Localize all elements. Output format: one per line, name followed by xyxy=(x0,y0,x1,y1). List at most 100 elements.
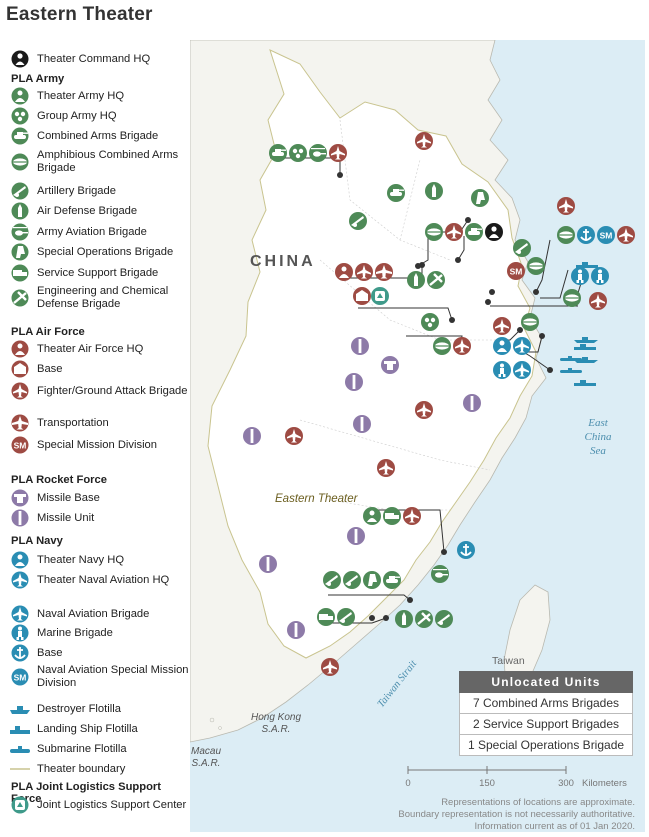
missile-unit-icon xyxy=(11,509,29,527)
map-note: Representations of locations are approxi… xyxy=(441,797,635,808)
map-unit-missile-icon xyxy=(463,394,481,412)
unlocated-unit-item: 7 Combined Arms Brigades xyxy=(459,693,633,714)
marine-icon xyxy=(11,624,29,642)
sea-label-line-2: China xyxy=(585,431,612,443)
naval-aviation-hq-icon xyxy=(11,571,29,589)
map-unit-plane-icon xyxy=(493,317,511,335)
command-hq-icon xyxy=(11,50,29,68)
legend-label: Artillery Brigade xyxy=(37,184,116,197)
group-army-hq-icon xyxy=(11,107,29,125)
map-unit-plane-icon xyxy=(355,263,373,281)
legend-command-hq: Theater Command HQ xyxy=(9,50,189,68)
legend-label: Special Operations Brigade xyxy=(37,245,174,258)
legend-item-air-defense: Air Defense Brigade xyxy=(9,202,189,220)
legend-label: Theater boundary xyxy=(37,762,126,775)
special-ops-icon xyxy=(11,243,29,261)
legend-label: Landing Ship Flotilla xyxy=(37,722,138,735)
legend-label: Fighter/Ground Attack Brigade xyxy=(37,384,188,397)
scale-unit: Kilometers xyxy=(582,778,627,789)
map-unit-specops-icon xyxy=(363,571,381,589)
map-unit-missile-icon xyxy=(347,527,365,545)
legend-item-naval-aviation-hq: Theater Naval Aviation HQ xyxy=(9,571,189,589)
province-boundaries xyxy=(299,119,510,511)
landing-ship-marker xyxy=(574,380,596,386)
map-unit-plane-icon xyxy=(557,197,575,215)
scale-tick-300: 300 xyxy=(558,778,574,789)
legend-item-marine: Marine Brigade xyxy=(9,624,189,642)
map-unit-tank-icon xyxy=(383,571,401,589)
engineering-icon xyxy=(11,289,29,307)
map-unit-plane-icon xyxy=(617,226,635,244)
map-unit-navalav-icon xyxy=(513,361,531,379)
legend-label: Submarine Flotilla xyxy=(37,742,127,755)
transport-plane-icon xyxy=(11,414,29,432)
map-unit-amphib-icon xyxy=(557,226,575,244)
landing-ship-icon xyxy=(10,726,30,734)
legend-label: Transportation xyxy=(37,416,109,429)
legend-item-group-army-hq: Group Army HQ xyxy=(9,107,189,125)
map-unit-plane-icon xyxy=(377,459,395,477)
legend-item-destroyer: Destroyer Flotilla xyxy=(9,700,189,718)
map-unit-heli-icon xyxy=(309,144,327,162)
naval-flotilla-symbols xyxy=(560,262,598,386)
map-unit-missile-icon xyxy=(259,555,277,573)
map-unit-missilebase-icon xyxy=(381,356,399,374)
map-unit-amphib-icon xyxy=(433,337,451,355)
map-unit-armyhq-icon xyxy=(363,507,381,525)
macau-label-line-2: S.A.R. xyxy=(192,758,221,769)
map-note: Boundary representation is not necessari… xyxy=(398,809,635,820)
legend-item-transport-plane: Transportation xyxy=(9,414,189,432)
theater-navy-hq-icon xyxy=(11,551,29,569)
map-unit-plane-icon xyxy=(589,292,607,310)
submarine-icon xyxy=(10,746,30,753)
map-unit-plane-icon xyxy=(415,401,433,419)
map-unit-artillery-icon xyxy=(337,608,355,626)
scale-tick-0: 0 xyxy=(405,778,410,789)
legend-label: Service Support Brigade xyxy=(37,266,159,279)
legend-item-fighter-jet: Fighter/Ground Attack Brigade xyxy=(9,382,189,400)
legend-label: Amphibious Combined Arms Brigade xyxy=(37,149,179,174)
legend-heading-air-force: PLA Air Force xyxy=(11,326,85,338)
eastern-theater-map: CHINA Eastern Theater East China Sea Tai… xyxy=(190,40,645,832)
legend-item-amphibious-tank: Amphibious Combined Arms Brigade xyxy=(9,149,189,175)
legend-label: Air Defense Brigade xyxy=(37,204,138,217)
sea-label-line-3: Sea xyxy=(590,445,606,457)
map-unit-sm-icon: SM xyxy=(597,226,615,244)
logistics-center-icon xyxy=(11,796,29,814)
map-unit-navalav-icon xyxy=(513,337,531,355)
tank-icon xyxy=(11,127,29,145)
map-legend: Theater Command HQ PLA Army PLA Air Forc… xyxy=(3,40,191,832)
map-unit-heli-icon xyxy=(431,565,449,583)
unlocated-unit-item: 2 Service Support Brigades xyxy=(459,714,633,735)
legend-heading-navy: PLA Navy xyxy=(11,535,63,547)
landing-ship-marker xyxy=(574,344,596,350)
legend-label: Base xyxy=(37,362,63,375)
map-unit-artillery-icon xyxy=(435,610,453,628)
map-unit-truck-icon xyxy=(383,507,401,525)
map-unit-marine-icon xyxy=(591,267,609,285)
map-unit-anchor-icon xyxy=(457,541,475,559)
map-unit-marine-icon xyxy=(571,267,589,285)
legend-item-theater-air-force-hq: Theater Air Force HQ xyxy=(9,340,189,358)
legend-item-naval-aviation: Naval Aviation Brigade xyxy=(9,605,189,623)
legend-item-missile-unit: Missile Unit xyxy=(9,509,189,527)
map-unit-plane-icon xyxy=(415,132,433,150)
destroyer-marker xyxy=(574,357,598,363)
map-unit-grouphq-icon xyxy=(421,313,439,331)
map-unit-marine-icon xyxy=(493,361,511,379)
map-unit-missile-icon xyxy=(351,337,369,355)
map-unit-amphib-icon xyxy=(521,313,539,331)
legend-label: Theater Naval Aviation HQ xyxy=(37,573,170,586)
hongkong-label-line-1: Hong Kong xyxy=(251,712,301,723)
legend-item-theater-army-hq: Theater Army HQ xyxy=(9,87,189,105)
page-title: Eastern Theater xyxy=(6,4,153,25)
scale-tick-150: 150 xyxy=(479,778,495,789)
map-unit-artillery-icon xyxy=(513,239,531,257)
map-unit-plane-icon xyxy=(329,144,347,162)
map-unit-amphib-icon xyxy=(563,289,581,307)
map-unit-navyhq-icon xyxy=(493,337,511,355)
legend-heading-army: PLA Army xyxy=(11,73,65,85)
legend-label: Marine Brigade xyxy=(37,626,113,639)
sm-icon: SM xyxy=(11,436,29,454)
map-unit-missile-icon xyxy=(353,415,371,433)
